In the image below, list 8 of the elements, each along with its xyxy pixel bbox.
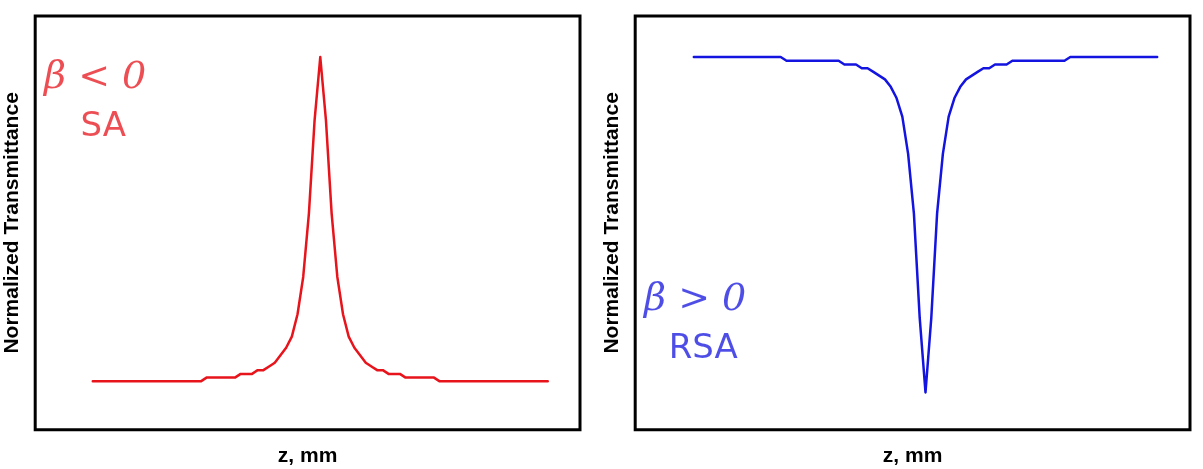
x-axis-title: z, mm (882, 443, 943, 467)
annotation: SA (80, 104, 126, 144)
y-axis-title: Normalized Transmittance (599, 92, 623, 354)
y-axis-title: Normalized Transmittance (0, 92, 23, 354)
annotation: β < 0 (42, 53, 147, 97)
x-axis-title: z, mm (277, 443, 338, 467)
annotation: β > 0 (642, 274, 747, 319)
annotation: RSA (668, 325, 738, 366)
